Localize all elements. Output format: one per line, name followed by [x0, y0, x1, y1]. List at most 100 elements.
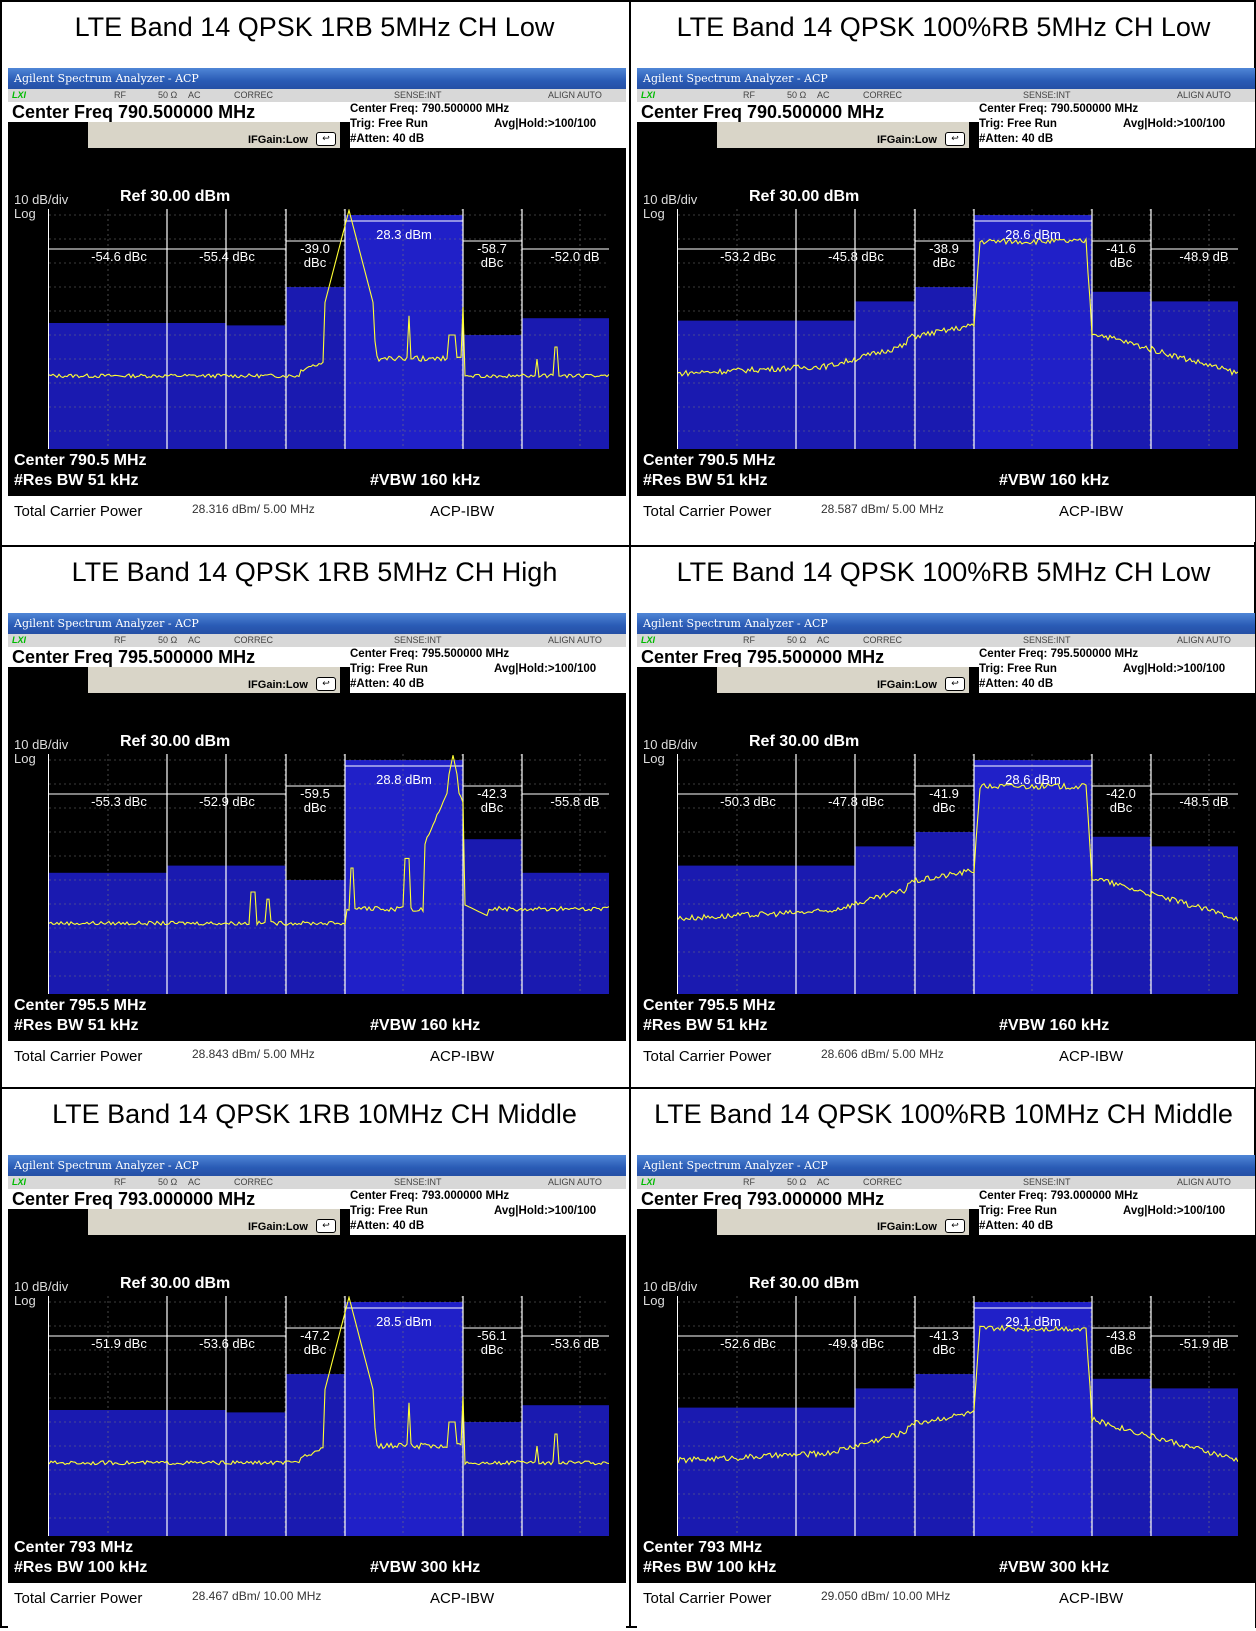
center-freq-label[interactable]: Center Freq 790.500000 MHz [641, 102, 885, 122]
total-carrier-power-value: 29.050 dBm/ 10.00 MHz [821, 1589, 951, 1603]
limit-mask [915, 1374, 974, 1536]
acp-lower-adj-value: -47.2 [300, 1328, 330, 1343]
ref-level-label: Ref 30.00 dBm [120, 188, 231, 205]
center-label: Center 790.5 MHz [643, 452, 776, 469]
acp-ibw-label: ACP-IBW [1059, 503, 1124, 520]
info-atten: #Atten: 40 dB [979, 1220, 1054, 1232]
acp-upper-alt-label: -53.6 dB [550, 1336, 599, 1351]
limit-mask [167, 323, 226, 449]
status-bar: LXI RF 50 Ω AC CORREC SENSE:INT ALIGN AUTO [8, 89, 626, 102]
cell-title: LTE Band 14 QPSK 100%RB 10MHz CH Middle [654, 1099, 1233, 1129]
center-label: Center 795.5 MHz [14, 997, 147, 1014]
results-bar [637, 1583, 1255, 1629]
rbw-label: #Res BW 100 kHz [643, 1559, 777, 1576]
result-cell: LTE Band 14 QPSK 100%RB 5MHz CH Low Agile… [631, 2, 1256, 544]
info-trigger: Trig: Free Run [350, 1205, 428, 1217]
align-indicator: ALIGN AUTO [1177, 90, 1231, 100]
center-freq-label[interactable]: Center Freq 795.500000 MHz [12, 647, 256, 667]
acp-upper-adj-unit: dBc [481, 1342, 504, 1357]
total-carrier-power-label: Total Carrier Power [643, 1590, 772, 1607]
carrier-power-label: 28.6 dBm [1005, 772, 1061, 787]
measurement-info: Center Freq: 795.500000 MHz Trig: Free Ru… [979, 647, 1255, 693]
align-indicator: ALIGN AUTO [548, 90, 602, 100]
align-indicator: ALIGN AUTO [548, 1177, 602, 1187]
spectrum-trace [677, 782, 1239, 922]
center-freq-label[interactable]: Center Freq 793.000000 MHz [641, 1189, 885, 1209]
acp-lower-adj-value: -41.9 [929, 786, 959, 801]
rf-indicator: RF [743, 90, 755, 100]
align-indicator: ALIGN AUTO [1177, 1177, 1231, 1187]
limit-mask [226, 1412, 286, 1536]
total-carrier-power-value: 28.467 dBm/ 10.00 MHz [192, 1589, 322, 1603]
center-freq-label[interactable]: Center Freq 790.500000 MHz [12, 102, 256, 122]
total-carrier-power-label: Total Carrier Power [14, 1590, 143, 1607]
acp-upper-adj-value: -43.8 [1106, 1328, 1136, 1343]
result-cell: LTE Band 14 QPSK 100%RB 5MHz CH Low Agile… [631, 547, 1256, 1089]
sense-indicator: SENSE:INT [1023, 90, 1071, 100]
acp-lower-alt2-label: -47.8 dBc [828, 794, 884, 809]
sense-indicator: SENSE:INT [1023, 1177, 1071, 1187]
result-cell: LTE Band 14 QPSK 1RB 10MHz CH Middle Agil… [2, 1089, 627, 1631]
acp-lower-alt2-label: -45.8 dBc [828, 249, 884, 264]
limit-mask [915, 287, 974, 449]
center-freq-label[interactable]: Center Freq 793.000000 MHz [12, 1189, 256, 1209]
total-carrier-power-value: 28.606 dBm/ 5.00 MHz [821, 1047, 944, 1061]
info-center-freq: Center Freq: 795.500000 MHz [979, 648, 1139, 660]
carrier-power-label: 28.6 dBm [1005, 227, 1061, 242]
ref-level-label: Ref 30.00 dBm [749, 1275, 860, 1292]
acp-lower-alt-label: -53.2 dBc [720, 249, 776, 264]
log-label: Log [14, 1293, 36, 1308]
trigger-icon: ↩ [945, 677, 965, 691]
ref-level-label: Ref 30.00 dBm [120, 733, 231, 750]
coupling-indicator: AC [817, 1177, 830, 1187]
ref-level-label: Ref 30.00 dBm [749, 733, 860, 750]
info-center-freq: Center Freq: 790.500000 MHz [350, 103, 510, 115]
align-indicator: ALIGN AUTO [1177, 635, 1231, 645]
total-carrier-power-value: 28.316 dBm/ 5.00 MHz [192, 502, 315, 516]
acp-lower-adj-unit: dBc [304, 1342, 327, 1357]
limit-mask [49, 872, 167, 994]
limit-mask [463, 335, 522, 449]
impedance-indicator: 50 Ω [158, 635, 178, 645]
center-freq-label[interactable]: Center Freq 795.500000 MHz [641, 647, 885, 667]
limit-mask [463, 839, 522, 994]
total-carrier-power-label: Total Carrier Power [14, 1048, 143, 1065]
limit-mask [167, 865, 226, 994]
limit-mask [345, 215, 463, 449]
ref-level-label: Ref 30.00 dBm [749, 188, 860, 205]
status-bar: LXI RF 50 Ω AC CORREC SENSE:INT ALIGN AUTO [637, 634, 1255, 647]
rbw-label: #Res BW 100 kHz [14, 1559, 148, 1576]
table-border [0, 545, 1256, 547]
scale-label: 10 dB/div [643, 737, 698, 752]
trigger-icon: ↩ [945, 132, 965, 146]
rbw-label: #Res BW 51 kHz [643, 1017, 768, 1034]
limit-mask [855, 846, 915, 994]
center-label: Center 793 MHz [14, 1539, 134, 1556]
limit-mask [796, 865, 855, 994]
vbw-label: #VBW 300 kHz [999, 1559, 1110, 1576]
result-cell: LTE Band 14 QPSK 100%RB 10MHz CH Middle A… [631, 1089, 1256, 1631]
measurement-info: Center Freq: 795.500000 MHz Trig: Free Ru… [350, 647, 626, 693]
vbw-label: #VBW 160 kHz [370, 472, 481, 489]
log-label: Log [643, 1293, 665, 1308]
spectrum-plot: 20.010.00.00-10.0-20.0-30.0-40.0-50.0-60… [22, 1295, 610, 1536]
limit-mask [522, 318, 609, 449]
rbw-label: #Res BW 51 kHz [14, 1017, 139, 1034]
status-bar: LXI RF 50 Ω AC CORREC SENSE:INT ALIGN AUTO [8, 1176, 626, 1189]
spectrum-svg: 20.010.00.00-10.0-20.0-30.0-40.0-50.0-60… [651, 209, 1239, 449]
acp-lower-alt2-label: -49.8 dBc [828, 1336, 884, 1351]
rbw-label: #Res BW 51 kHz [643, 472, 768, 489]
log-label: Log [14, 751, 36, 766]
ifgain-panel [717, 122, 969, 148]
acp-upper-adj-value: -58.7 [477, 241, 507, 256]
cell-title: LTE Band 14 QPSK 100%RB 5MHz CH Low [676, 12, 1211, 42]
acp-lower-adj-value: -41.3 [929, 1328, 959, 1343]
table-border [0, 1087, 1256, 1089]
limit-mask [286, 287, 345, 449]
acp-upper-adj-unit: dBc [481, 255, 504, 270]
spectrum-trace [48, 208, 610, 379]
window-title: Agilent Spectrum Analyzer - ACP [637, 68, 1255, 89]
table-border [1254, 0, 1256, 1628]
status-bar: LXI RF 50 Ω AC CORREC SENSE:INT ALIGN AUTO [8, 634, 626, 647]
